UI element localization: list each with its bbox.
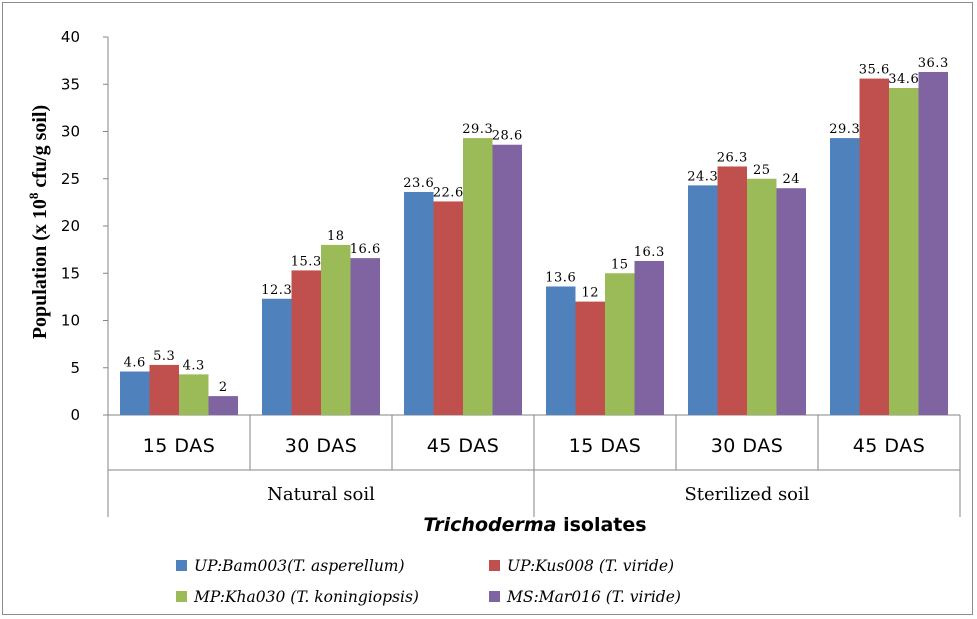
y-tick-label: 20: [61, 217, 80, 235]
y-tick-label: 0: [70, 406, 80, 424]
bar: [262, 298, 292, 415]
bar-value-label: 24.3: [687, 169, 718, 184]
bar: [463, 138, 493, 416]
bar-value-label: 25: [753, 163, 771, 178]
svg-text:Population (x 108 cfu/g soil): Population (x 108 cfu/g soil): [26, 105, 51, 339]
bar: [291, 270, 321, 415]
bar-value-label: 36.3: [918, 56, 949, 71]
bar-value-label: 16.3: [634, 245, 665, 260]
legend: UP:Bam003(T. asperellum) UP:Kus008 (T. vi…: [176, 557, 681, 606]
x-axis-labels: 15 DAS 30 DAS 45 DAS 15 DAS 30 DAS 45 DAS Natu…: [143, 435, 926, 505]
x-category-label: 30 DAS: [711, 435, 784, 457]
bar-value-label: 4.6: [124, 356, 146, 371]
y-axis-title-unit: cfu/g soil): [29, 105, 51, 193]
y-axis-title-text: Population (x 10: [29, 199, 51, 339]
bar-value-label: 12: [581, 286, 599, 301]
x-category-label: 30 DAS: [285, 435, 358, 457]
bar-value-label: 29.3: [462, 122, 493, 137]
x-category-label: 45 DAS: [427, 435, 500, 457]
axes: 0 5 10 15 20 25 30 35 40: [61, 28, 961, 517]
legend-label: MS:Mar016 (T. viride): [506, 588, 681, 606]
y-tick-label: 15: [61, 264, 80, 282]
bar-value-label: 12.3: [261, 283, 292, 298]
bar-value-label: 35.6: [859, 63, 890, 78]
bar-value-label: 15.3: [291, 254, 322, 269]
x-axis-title-rest: isolates: [556, 514, 646, 536]
bar: [776, 188, 806, 415]
y-tick-label: 25: [61, 170, 80, 188]
bar-value-label: 23.6: [403, 176, 434, 191]
bar-value-label: 16.6: [350, 242, 381, 257]
bar: [321, 244, 351, 415]
bar-value-label: 29.3: [829, 122, 860, 137]
bar: [859, 78, 889, 415]
x-category-label: 15 DAS: [143, 435, 216, 457]
bar: [404, 191, 434, 415]
bar: [747, 178, 777, 415]
bar: [120, 371, 150, 415]
legend-label: UP:Kus008 (T. viride): [507, 557, 674, 575]
bar: [546, 286, 576, 415]
y-axis-title: Population (x 108 cfu/g soil): [26, 105, 51, 339]
bar: [350, 258, 380, 415]
legend-swatch: [176, 560, 187, 571]
bar: [575, 301, 605, 415]
bar-value-label: 28.6: [492, 129, 523, 144]
bar: [717, 166, 747, 415]
bar: [918, 71, 948, 415]
y-tick-label: 10: [61, 312, 80, 330]
legend-label: MP:Kha030 (T. koningiopsis): [193, 588, 419, 606]
bar: [634, 260, 664, 415]
y-axis-title-superscript: 8: [26, 192, 41, 199]
legend-item: MS:Mar016 (T. viride): [489, 588, 681, 606]
bar-value-label: 2: [219, 380, 228, 395]
data-labels: 4.6 5.34.3212.315.31816.623.622.629.328.6…: [124, 56, 949, 395]
legend-item: UP:Bam003(T. asperellum): [176, 557, 405, 575]
x-category-label: 45 DAS: [853, 435, 926, 457]
x-axis-title-italic: Trichoderma: [423, 514, 556, 536]
bar: [830, 138, 860, 416]
legend-swatch: [176, 591, 187, 602]
legend-swatch: [489, 560, 500, 571]
y-tick-label: 35: [61, 75, 80, 93]
bar-value-label: 4.3: [183, 358, 205, 373]
legend-swatch: [489, 591, 500, 602]
bar-value-label: 18: [327, 229, 345, 244]
y-tick-label: 40: [61, 28, 80, 46]
bar: [149, 364, 179, 415]
bar-value-label: 26.3: [717, 150, 748, 165]
legend-label: UP:Bam003(T. asperellum): [194, 557, 405, 575]
bar: [433, 201, 463, 415]
bar-value-label: 34.6: [888, 72, 919, 87]
x-category-label: 15 DAS: [569, 435, 642, 457]
bars: [120, 71, 948, 416]
legend-item: UP:Kus008 (T. viride): [489, 557, 674, 575]
bar: [889, 88, 919, 415]
x-group-label: Natural soil: [267, 484, 375, 505]
bar: [208, 396, 238, 415]
bar: [492, 144, 522, 416]
legend-item: MP:Kha030 (T. koningiopsis): [176, 588, 419, 606]
bar-value-label: 24: [782, 172, 800, 187]
bar-value-label: 13.6: [545, 270, 576, 285]
bar-value-label: 22.6: [433, 185, 464, 200]
x-group-label: Sterilized soil: [684, 484, 809, 505]
y-tick-label: 5: [70, 359, 80, 377]
bar-value-label: 15: [611, 257, 629, 272]
x-axis-title: Trichoderma isolates: [423, 514, 646, 536]
bar: [605, 273, 635, 415]
bar: [688, 185, 718, 415]
bar: [179, 374, 209, 415]
bar-value-label: 5.3: [153, 349, 175, 364]
y-tick-label: 30: [61, 123, 80, 141]
